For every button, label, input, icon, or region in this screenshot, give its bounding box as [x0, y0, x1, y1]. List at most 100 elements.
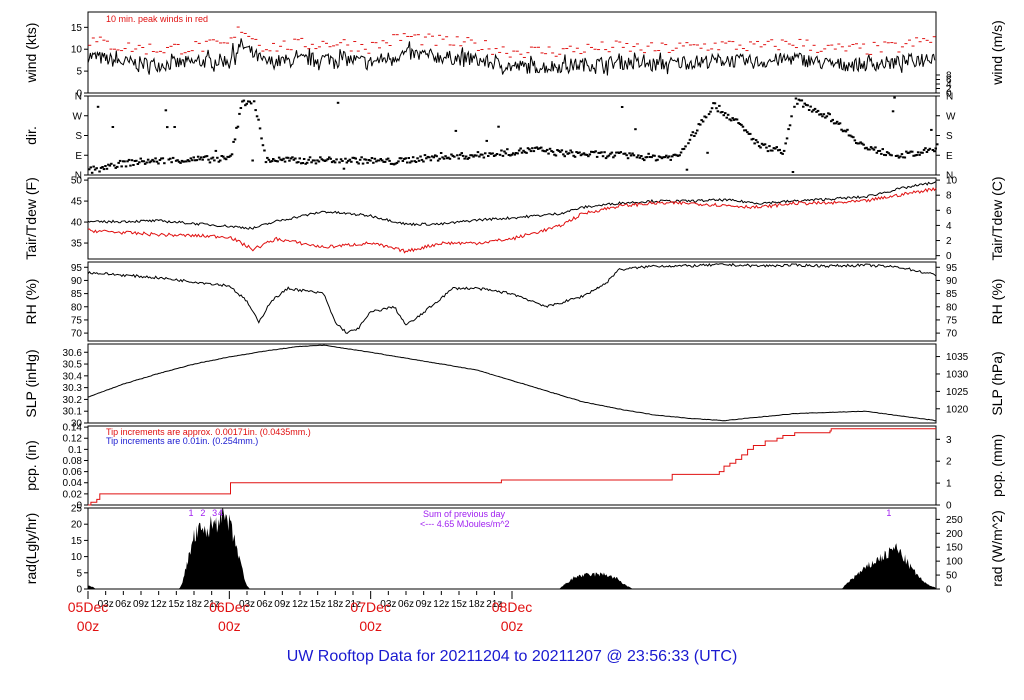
direction-point [585, 153, 589, 156]
direction-point [616, 151, 619, 154]
direction-point [419, 155, 422, 158]
direction-point [179, 161, 182, 164]
direction-point [693, 135, 696, 137]
direction-point [152, 160, 156, 163]
direction-point [282, 157, 285, 160]
y-tick-label-right: 95 [946, 263, 958, 274]
direction-point [909, 150, 912, 153]
y-tick-label-right: 4 [946, 221, 952, 232]
direction-point [463, 157, 466, 160]
direction-point [507, 154, 511, 156]
direction-point [351, 156, 354, 159]
direction-point [110, 162, 113, 165]
direction-point [921, 151, 924, 154]
direction-point [311, 159, 315, 162]
direction-point [916, 151, 920, 154]
direction-point [305, 161, 309, 164]
direction-point [922, 148, 926, 151]
direction-point [623, 152, 627, 155]
direction-point [105, 167, 109, 170]
direction-point [345, 161, 349, 164]
direction-point [163, 162, 166, 165]
direction-point [753, 142, 756, 145]
direction-point [220, 155, 223, 157]
direction-point [744, 129, 748, 132]
direction-point [448, 157, 452, 160]
direction-point [612, 156, 615, 159]
direction-point [354, 157, 357, 160]
panel-frame [87, 95, 937, 176]
direction-point [408, 161, 412, 164]
direction-point [488, 152, 491, 155]
direction-point [366, 161, 369, 164]
direction-point [553, 153, 556, 156]
direction-point [92, 165, 95, 168]
direction-point [796, 102, 799, 105]
direction-point [298, 157, 301, 160]
direction-point [364, 158, 368, 161]
day-tick-label: 05Dec [68, 599, 108, 615]
direction-point [267, 158, 271, 161]
direction-point [108, 164, 112, 167]
direction-point [472, 155, 475, 158]
direction-point [902, 156, 905, 159]
direction-point [825, 115, 829, 118]
direction-point [697, 123, 700, 126]
direction-point [853, 139, 857, 142]
direction-point [186, 159, 190, 162]
direction-point [297, 161, 300, 164]
direction-point [828, 113, 831, 116]
direction-point [90, 171, 94, 174]
y-tick-label: 0.14 [63, 423, 83, 434]
direction-point [381, 159, 384, 162]
direction-point [584, 153, 587, 156]
direction-point [438, 157, 441, 160]
direction-point [710, 107, 714, 110]
direction-point [339, 158, 343, 161]
direction-point [525, 151, 528, 154]
y-tick-label-right: 1035 [946, 352, 969, 363]
direction-point [285, 156, 288, 159]
direction-point [570, 151, 574, 154]
y-axis-title-right: wind (m/s) [989, 20, 1005, 86]
direction-point [643, 159, 646, 162]
y-tick-label-right: 0 [946, 501, 952, 512]
direction-point [398, 157, 402, 160]
direction-point [806, 104, 809, 107]
direction-point [444, 155, 447, 158]
y-tick-label: 0.04 [63, 478, 83, 489]
y-tick-label: 0 [76, 585, 82, 596]
direction-point [338, 161, 341, 164]
direction-point [207, 158, 210, 161]
y-tick-label-right: 6 [946, 206, 952, 217]
direction-point [896, 154, 899, 157]
pcp-note-red: Tip increments are approx. 0.00171in. (0… [106, 427, 311, 437]
day-tick-hour: 00z [359, 618, 382, 634]
y-tick-label: 10 [71, 552, 83, 563]
direction-point [261, 144, 265, 147]
y-tick-label: 0 [76, 89, 82, 100]
direction-point [183, 160, 187, 163]
direction-point [750, 138, 753, 141]
direction-point [93, 168, 97, 171]
direction-point [545, 148, 549, 151]
y-tick-label-right: 1025 [946, 387, 969, 398]
direction-point [573, 155, 577, 158]
y-tick-label-right: 3 [946, 435, 952, 446]
direction-point [332, 160, 335, 163]
direction-point [158, 159, 162, 161]
direction-point [874, 146, 877, 149]
direction-point [252, 100, 256, 103]
direction-point [905, 150, 908, 153]
direction-point [604, 157, 608, 160]
direction-point [819, 113, 823, 116]
direction-point [707, 113, 711, 116]
direction-point [529, 150, 533, 153]
hour-tick-label: 21z [345, 599, 361, 610]
direction-point [378, 159, 381, 162]
direction-point [565, 150, 568, 153]
direction-point [821, 115, 824, 118]
direction-point [771, 149, 774, 152]
direction-point [653, 154, 656, 157]
